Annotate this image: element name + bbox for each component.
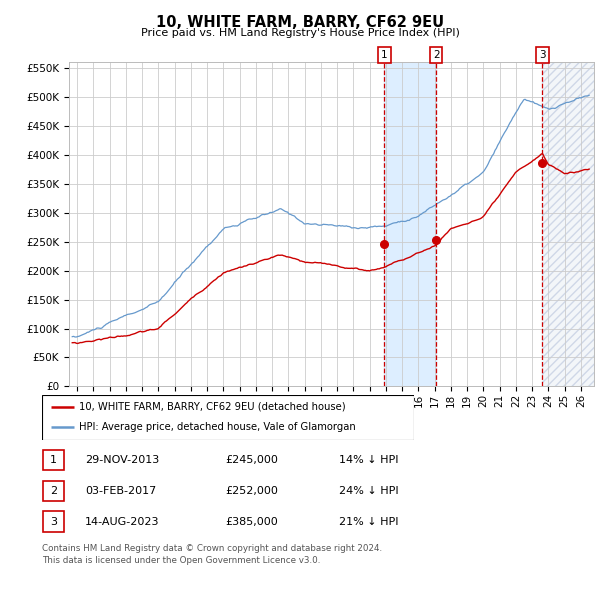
Bar <box>542 62 594 386</box>
Text: 03-FEB-2017: 03-FEB-2017 <box>85 486 157 496</box>
Text: This data is licensed under the Open Government Licence v3.0.: This data is licensed under the Open Gov… <box>42 556 320 565</box>
Text: 10, WHITE FARM, BARRY, CF62 9EU (detached house): 10, WHITE FARM, BARRY, CF62 9EU (detache… <box>79 402 346 412</box>
Text: 10, WHITE FARM, BARRY, CF62 9EU: 10, WHITE FARM, BARRY, CF62 9EU <box>156 15 444 30</box>
Text: Contains HM Land Registry data © Crown copyright and database right 2024.: Contains HM Land Registry data © Crown c… <box>42 545 382 553</box>
Text: £385,000: £385,000 <box>225 517 278 526</box>
Text: 2: 2 <box>50 486 57 496</box>
Text: 14-AUG-2023: 14-AUG-2023 <box>85 517 160 526</box>
Text: 24% ↓ HPI: 24% ↓ HPI <box>339 486 398 496</box>
Text: 3: 3 <box>50 517 57 526</box>
Text: 2: 2 <box>433 50 439 60</box>
Text: 21% ↓ HPI: 21% ↓ HPI <box>339 517 398 526</box>
Text: £252,000: £252,000 <box>225 486 278 496</box>
Text: 29-NOV-2013: 29-NOV-2013 <box>85 455 160 465</box>
Text: Price paid vs. HM Land Registry's House Price Index (HPI): Price paid vs. HM Land Registry's House … <box>140 28 460 38</box>
Bar <box>385 62 436 386</box>
Bar <box>542 62 594 386</box>
Text: £245,000: £245,000 <box>225 455 278 465</box>
Text: HPI: Average price, detached house, Vale of Glamorgan: HPI: Average price, detached house, Vale… <box>79 422 356 432</box>
Text: 14% ↓ HPI: 14% ↓ HPI <box>339 455 398 465</box>
Text: 3: 3 <box>539 50 545 60</box>
Text: 1: 1 <box>50 455 57 465</box>
Text: 1: 1 <box>381 50 388 60</box>
